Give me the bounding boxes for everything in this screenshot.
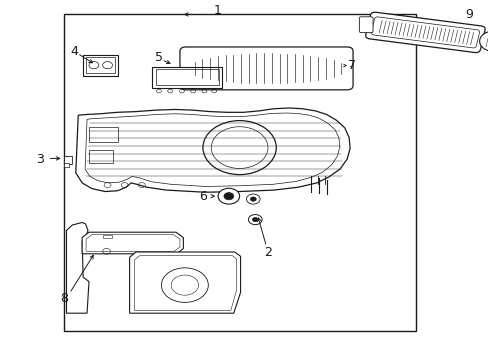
Circle shape	[479, 31, 488, 51]
Circle shape	[224, 193, 233, 200]
FancyBboxPatch shape	[86, 57, 115, 73]
Circle shape	[203, 121, 276, 175]
Polygon shape	[129, 252, 240, 313]
Polygon shape	[76, 108, 349, 192]
Circle shape	[250, 197, 256, 201]
Polygon shape	[66, 222, 89, 313]
FancyBboxPatch shape	[63, 163, 69, 167]
Text: 2: 2	[264, 246, 271, 258]
Circle shape	[218, 188, 239, 204]
FancyBboxPatch shape	[89, 127, 118, 142]
FancyBboxPatch shape	[151, 67, 222, 88]
Text: 5: 5	[155, 51, 163, 64]
FancyBboxPatch shape	[63, 156, 72, 164]
Circle shape	[161, 268, 208, 302]
FancyBboxPatch shape	[89, 150, 113, 163]
Circle shape	[252, 217, 258, 222]
FancyBboxPatch shape	[103, 235, 112, 238]
Text: 8: 8	[61, 292, 68, 305]
Circle shape	[246, 194, 260, 204]
Text: 9: 9	[465, 8, 472, 21]
Text: 4: 4	[70, 45, 78, 58]
Text: 1: 1	[213, 4, 221, 17]
Circle shape	[248, 215, 262, 225]
Text: 3: 3	[36, 153, 44, 166]
FancyBboxPatch shape	[180, 47, 352, 90]
FancyBboxPatch shape	[155, 69, 218, 85]
FancyBboxPatch shape	[83, 55, 118, 76]
Polygon shape	[82, 232, 183, 254]
Text: 6: 6	[199, 190, 206, 203]
FancyBboxPatch shape	[365, 12, 484, 53]
FancyBboxPatch shape	[63, 14, 415, 331]
Text: 7: 7	[347, 59, 355, 72]
FancyBboxPatch shape	[359, 17, 372, 33]
